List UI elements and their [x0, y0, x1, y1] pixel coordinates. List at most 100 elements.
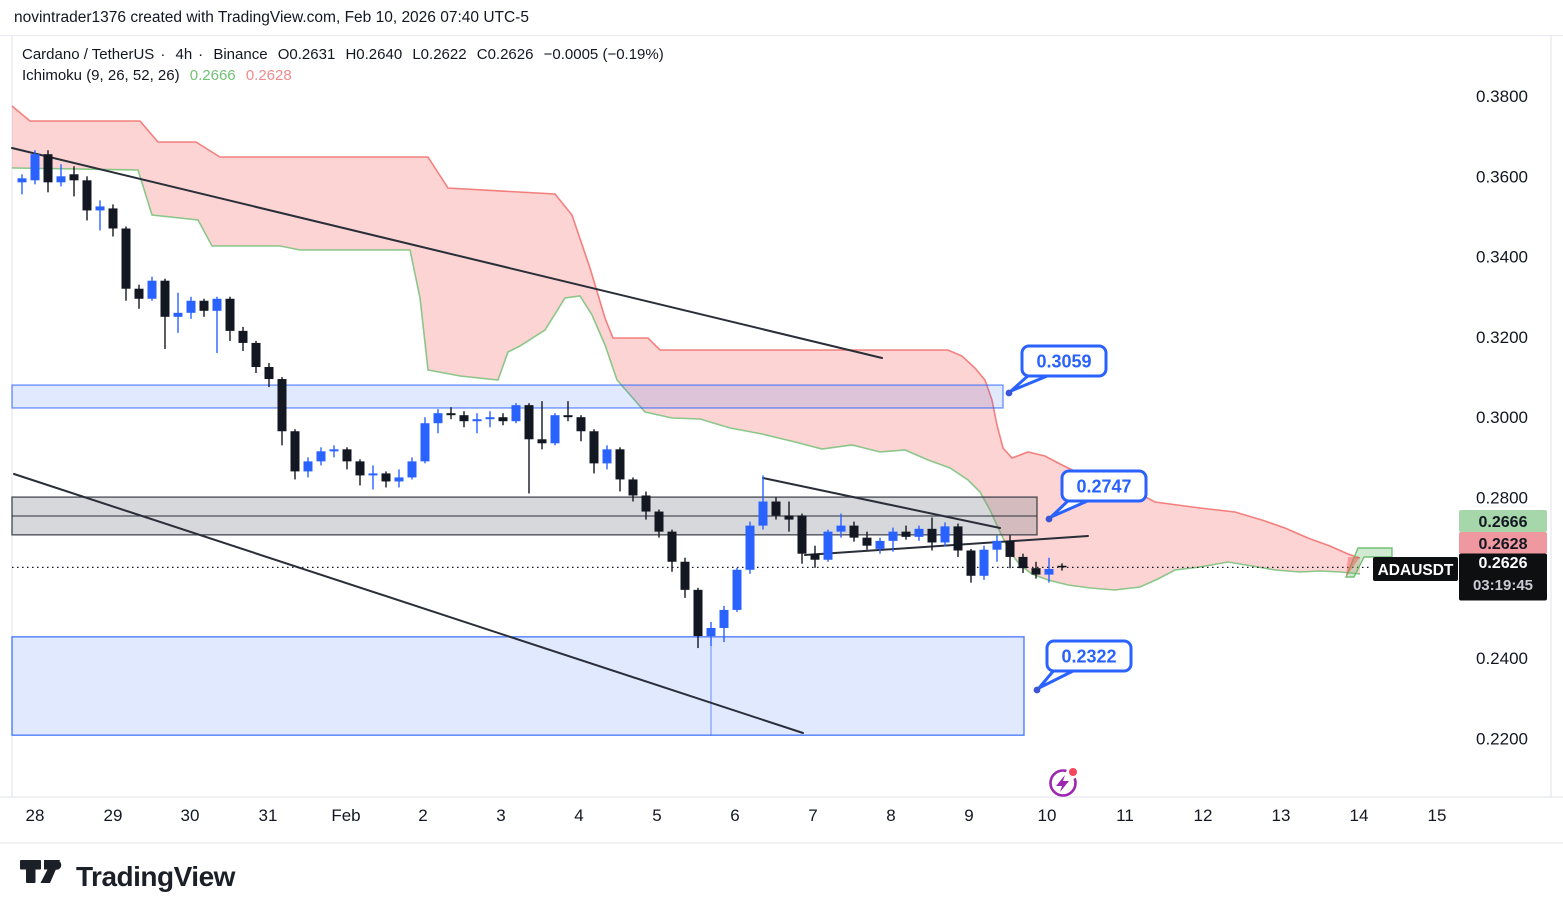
candle-body [823, 531, 833, 560]
candle-body [680, 561, 690, 590]
time-axis-label: 8 [886, 806, 895, 825]
candle-body [719, 609, 729, 628]
callout-anchor-dot [1005, 389, 1013, 397]
candle-body [849, 525, 859, 538]
candle-body [69, 174, 79, 181]
candle-body [1044, 568, 1054, 575]
indicator-name: Ichimoku (9, 26, 52, 26) [22, 67, 180, 84]
candle-body [979, 549, 989, 576]
candle-body [459, 415, 469, 422]
candle-body [56, 176, 66, 183]
base-line-price-badge: 0.2628 [1459, 532, 1547, 554]
candle-body [199, 300, 209, 311]
time-axis-label: 12 [1194, 806, 1213, 825]
price-axis-label: 0.3200 [1476, 328, 1528, 347]
time-axis-label: 2 [418, 806, 427, 825]
candle-body [82, 180, 92, 211]
price-axis[interactable]: 0.3800 0.3600 0.3400 0.3200 0.3000 0.2800 0.24… [1476, 87, 1528, 748]
candle-body [368, 473, 378, 476]
time-axis-label: 28 [26, 806, 45, 825]
flash-events-icon[interactable] [1049, 767, 1079, 797]
candle-body [771, 501, 781, 516]
time-axis-label: 7 [808, 806, 817, 825]
callout-bubble [1020, 344, 1108, 378]
tradingview-logo-text: TradingView [76, 861, 235, 892]
countdown-text: 03:19:45 [1473, 577, 1533, 594]
supply-zone-upper-rect [11, 384, 1004, 409]
time-axis[interactable]: 28 29 30 31 Feb 2 3 4 5 6 7 8 9 10 11 12 13 14 15 [26, 806, 1447, 825]
base-line-price-text: 0.2628 [1479, 536, 1528, 553]
candle-body [472, 419, 482, 422]
candle-body [524, 405, 534, 440]
indicator-legend-row[interactable]: Ichimoku (9, 26, 52, 26) 0.2666 0.2628 [22, 65, 670, 86]
price-axis-label: 0.2800 [1476, 489, 1528, 508]
candle-body [563, 415, 573, 418]
candle-body [901, 531, 911, 537]
tradingview-logo[interactable]: TradingView [20, 860, 235, 894]
callout-price-text: 0.3059 [1036, 352, 1091, 372]
conversion-line-price-badge: 0.2666 [1459, 510, 1547, 532]
trendline-3[interactable] [762, 477, 1001, 529]
candle-body [498, 417, 508, 422]
time-axis-label: 3 [496, 806, 505, 825]
candle-body [576, 417, 586, 432]
candle-body [797, 515, 807, 554]
candle-body [927, 528, 937, 543]
callout-bubble [1045, 639, 1133, 673]
callout-bubble [1060, 469, 1148, 503]
candle-body [186, 300, 196, 313]
conversion-line-price-text: 0.2666 [1479, 514, 1528, 531]
candle-body [953, 526, 963, 551]
candle-body [121, 228, 131, 289]
senkou-span-bottom-line [11, 167, 1361, 591]
candle-body [95, 206, 105, 211]
candle-body [381, 473, 391, 482]
candle-body [147, 280, 157, 299]
demand-zone-lower[interactable] [11, 636, 1025, 736]
ichimoku-cloud [11, 105, 1361, 591]
symbol-price-label: ADAUSDT [1373, 557, 1458, 581]
time-axis-label: 4 [574, 806, 583, 825]
price-callout[interactable]: 0.3059 [1005, 344, 1108, 397]
symbol-legend-row[interactable]: Cardano / TetherUS · 4h · Binance O0.2631 … [22, 46, 664, 63]
candle-body [589, 431, 599, 464]
candle-body [407, 461, 417, 478]
time-axis-label: 6 [730, 806, 739, 825]
indicator-value-green: 0.2666 [189, 67, 236, 84]
open-value: O0.2631 [277, 46, 336, 63]
candle-body [966, 550, 976, 576]
candle-body [1018, 556, 1028, 569]
candle-body [277, 379, 287, 432]
candlestick-series[interactable] [17, 150, 1067, 649]
time-axis-label: 31 [259, 806, 278, 825]
candle-body [251, 342, 261, 368]
trendline-2[interactable] [13, 473, 804, 734]
price-axis-label: 0.2400 [1476, 649, 1528, 668]
candle-body [745, 525, 755, 570]
notification-dot [1069, 768, 1077, 776]
candle-body [238, 330, 248, 343]
time-axis-label: 10 [1038, 806, 1057, 825]
callout-anchor-dot [1033, 686, 1041, 694]
candle-body [732, 569, 742, 610]
time-axis-label: 5 [652, 806, 661, 825]
change-value: −0.0005 (−0.19%) [543, 46, 664, 63]
supply-zone-upper[interactable] [11, 384, 1004, 409]
trendline-4[interactable] [804, 535, 1089, 556]
price-callout[interactable]: 0.2322 [1033, 639, 1133, 694]
candle-body [160, 280, 170, 317]
candle-body [862, 537, 872, 546]
trendline-1[interactable] [11, 147, 883, 359]
candle-body [511, 405, 521, 422]
candle-body [43, 154, 53, 183]
price-callout[interactable]: 0.2747 [1045, 469, 1148, 523]
candle-body [641, 495, 651, 512]
chart-legend: Cardano / TetherUS · 4h · Binance O0.2631 … [22, 44, 670, 86]
candle-body [667, 531, 677, 562]
symbol-name: Cardano / TetherUS [22, 46, 155, 63]
callout-anchor-dot [1045, 515, 1053, 523]
time-axis-label: 11 [1116, 806, 1134, 825]
candle-body [225, 298, 235, 331]
